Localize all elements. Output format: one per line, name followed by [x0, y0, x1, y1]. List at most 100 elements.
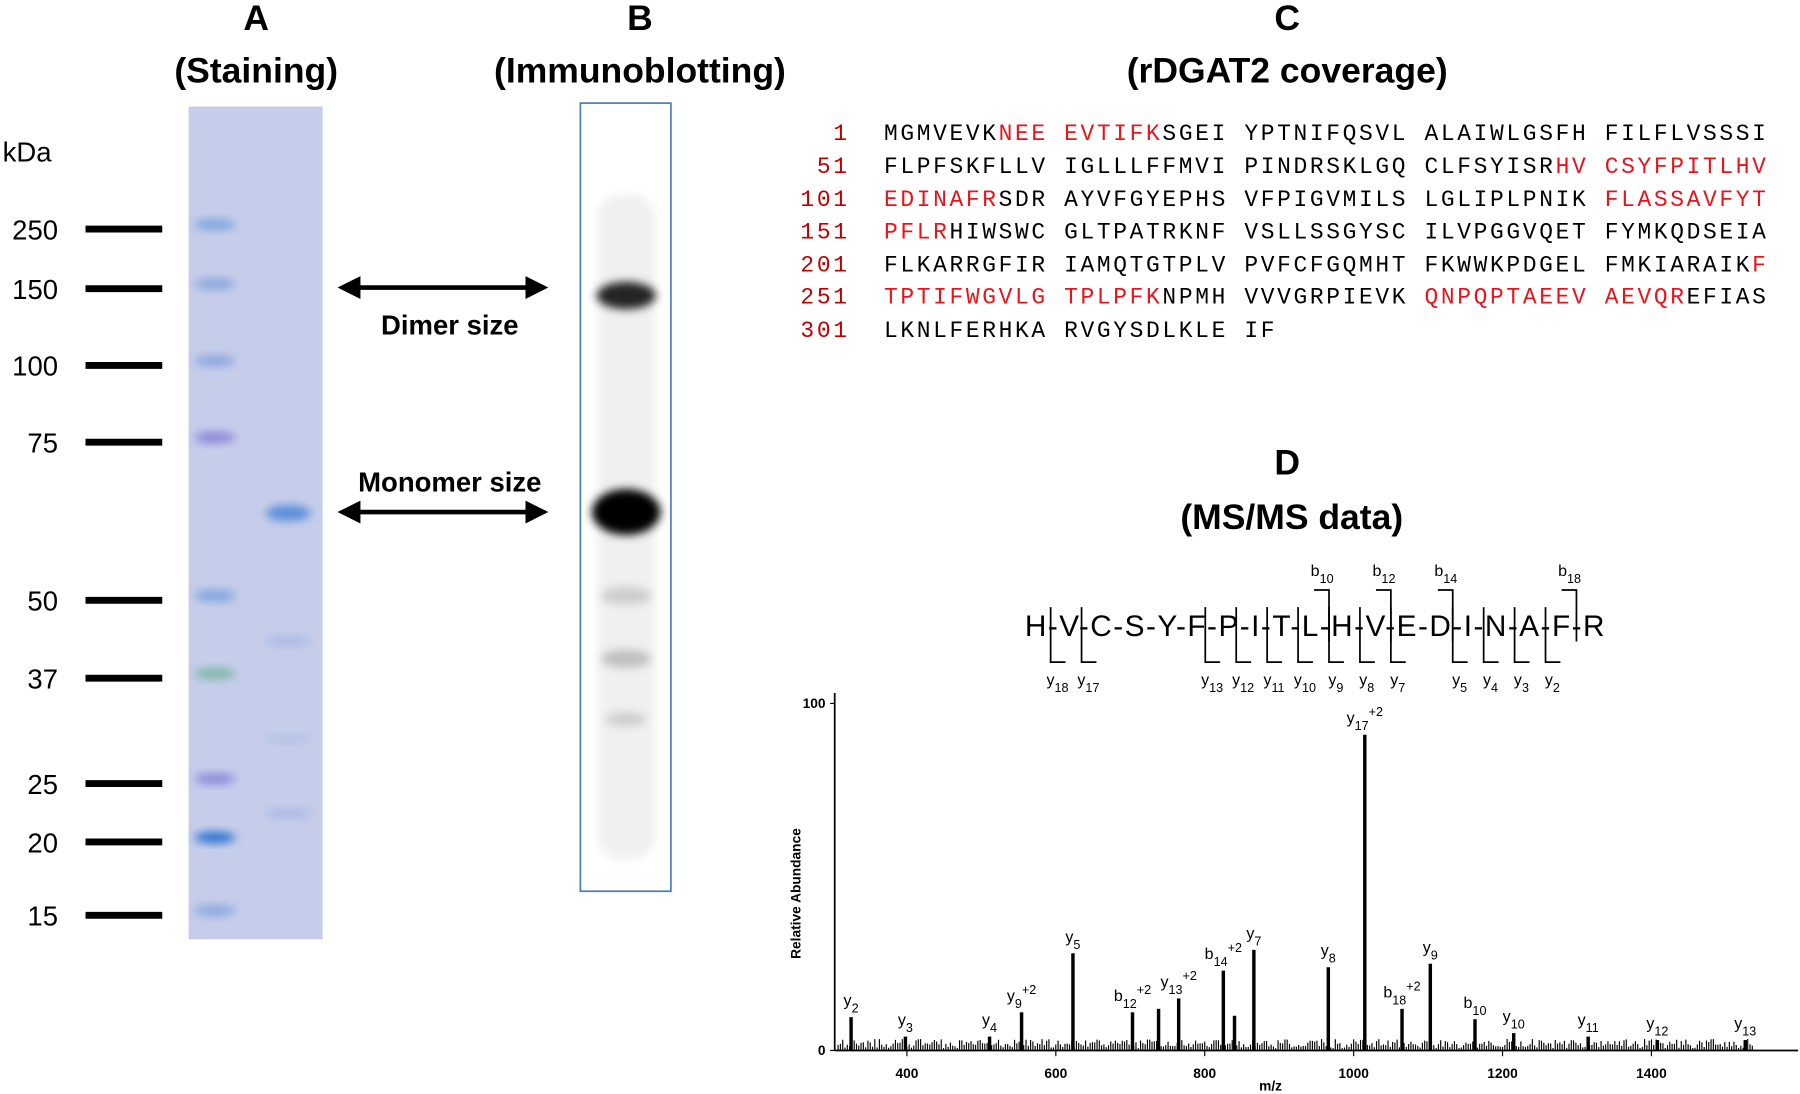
ion-name: y: [1201, 671, 1209, 689]
blot-bands: [591, 194, 661, 860]
ion-label: b10: [1311, 562, 1334, 586]
ladder-band: [194, 831, 236, 844]
ion-charge: +2: [1183, 969, 1197, 983]
ion-label: y5: [1065, 928, 1080, 952]
ion-index: 9: [1015, 997, 1022, 1011]
ion-index: 12: [1240, 681, 1254, 695]
ion-label: y13: [1734, 1015, 1756, 1039]
ion-index: 2: [1553, 681, 1560, 695]
marker-label: 20: [27, 827, 58, 858]
ion-label: y11: [1263, 671, 1284, 695]
ion-label: y9: [1423, 938, 1438, 962]
y-tick-label: 100: [803, 696, 826, 711]
y-bracket: [1266, 607, 1283, 663]
ion-index: 5: [1073, 938, 1080, 952]
ion-label: b12+2: [1114, 983, 1151, 1011]
sample-band: [265, 505, 312, 522]
panel-letter: C: [1274, 0, 1300, 38]
ion-label: y17+2: [1347, 705, 1383, 733]
ion-name: y: [1263, 671, 1271, 689]
b-bracket: [1561, 589, 1578, 642]
ion-label: y8: [1321, 942, 1336, 966]
ion-index: 7: [1254, 934, 1261, 948]
ion-label: y9: [1328, 671, 1343, 695]
ion-label: y3: [1514, 671, 1529, 695]
gel-lane: [188, 106, 323, 940]
ion-name: y: [1423, 938, 1431, 956]
ion-label: y13+2: [1160, 969, 1196, 997]
line-number: 251: [800, 285, 849, 311]
sequence-segment: HIWSWC GLTPATRKNF VSLLSSGYSC ILVPGGVQET …: [949, 219, 1768, 245]
ladder-band: [194, 773, 236, 785]
ion-name: y: [1347, 709, 1355, 727]
ladder-band: [194, 667, 236, 680]
ion-index: 3: [906, 1021, 913, 1035]
ion-name: b: [1373, 562, 1382, 580]
ion-index: 14: [1443, 572, 1457, 586]
y-bracket: [1359, 607, 1375, 663]
ion-name: y: [898, 1011, 906, 1029]
sequence-line: FLKARRGFIR IAMQTGTPLV PVFCFGQMHT FKWWKPD…: [884, 252, 1769, 278]
ion-index: 18: [1567, 572, 1581, 586]
sample-band: [265, 808, 312, 818]
sequence-segment: MGMVEVK: [884, 121, 999, 147]
ion-name: b: [1114, 987, 1123, 1005]
ion-index: 13: [1168, 983, 1182, 997]
y-bracket: [1544, 607, 1561, 663]
ion-index: 10: [1511, 1018, 1525, 1032]
ion-name: y: [1294, 671, 1302, 689]
y-bracket: [1080, 607, 1097, 663]
ion-index: 4: [1491, 681, 1498, 695]
sample-band: [265, 636, 312, 647]
panel-letter: B: [627, 0, 653, 38]
y-bracket: [1235, 607, 1252, 663]
ion-name: y: [1359, 671, 1367, 689]
ion-index: 10: [1302, 681, 1316, 695]
ion-index: 13: [1742, 1025, 1756, 1039]
ion-index: 5: [1460, 681, 1467, 695]
ion-name: b: [1311, 562, 1320, 580]
ion-index: 12: [1381, 572, 1395, 586]
panel-title: (rDGAT2 coverage): [1127, 50, 1448, 90]
ion-index: 8: [1329, 952, 1336, 966]
covered-segment: F: [1752, 252, 1768, 278]
ion-label: y4: [1483, 671, 1498, 695]
marker-label: 37: [27, 663, 58, 694]
ion-label: b18+2: [1383, 979, 1420, 1007]
ion-charge: +2: [1137, 983, 1151, 997]
ion-name: y: [1483, 671, 1491, 689]
ion-index: 13: [1209, 681, 1223, 695]
sequence-line: EDINAFRSDR AYVFGYEPHS VFPIGVMILS LGLIPLP…: [884, 187, 1769, 213]
ion-label: y12: [1646, 1015, 1668, 1039]
ion-label: b10: [1464, 994, 1487, 1018]
y-bracket: [1513, 607, 1530, 663]
sequence-line: FLPFSKFLLV IGLLLFFMVI PINDRSKLGQ CLFSYIS…: [884, 154, 1769, 180]
ion-name: y: [1232, 671, 1240, 689]
ladder-band: [194, 355, 236, 367]
sequence-segment: SGEI YPTNIFQSVL ALAIWLGSFH FILFLVSSSI: [1162, 121, 1768, 147]
ion-label: y10: [1503, 1008, 1525, 1032]
ion-charge: +2: [1369, 705, 1383, 719]
ion-label: y4: [982, 1011, 997, 1035]
ion-label: y17: [1077, 671, 1099, 695]
covered-segment: FLASSAVFYT: [1605, 187, 1769, 213]
marker-label: 25: [27, 769, 58, 800]
marker-label: 75: [27, 427, 58, 458]
ion-name: b: [1383, 983, 1392, 1001]
y-bracket: [1451, 607, 1468, 663]
y-bracket: [1482, 607, 1499, 663]
ion-label: y7: [1246, 924, 1261, 948]
ladder-band: [194, 431, 236, 444]
ion-label: b12: [1373, 562, 1396, 586]
ladder-band: [194, 278, 236, 290]
x-tick-label: 1200: [1487, 1066, 1518, 1081]
ion-index: 11: [1586, 1021, 1599, 1035]
ion-name: b: [1434, 562, 1443, 580]
ion-label: b14+2: [1205, 941, 1242, 969]
ion-label: y13: [1201, 671, 1223, 695]
panel-title: (Staining): [174, 50, 338, 90]
ladder-band: [194, 218, 236, 231]
arrow-label: Monomer size: [358, 466, 541, 497]
sequence-segment: NPMH VVVGRPIEVK: [1162, 285, 1424, 311]
x-tick-label: 400: [895, 1066, 918, 1081]
